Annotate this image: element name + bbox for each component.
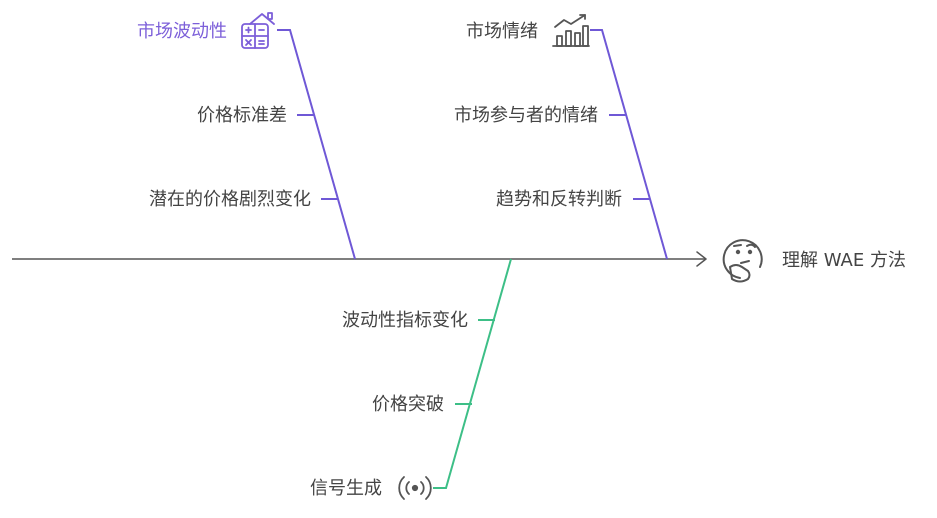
thinking-face-icon [722,239,763,283]
branch-line-volatility [277,29,356,260]
cause-label: 市场参与者的情绪 [454,105,598,126]
branch-line-sentiment [590,29,668,260]
branch-line-signals [433,258,512,489]
branch-title-sentiment: 市场情绪 [466,21,538,42]
branch-sentiment: 市场情绪 市场参与者的情绪 趋势和反转判断 [454,14,668,260]
bar-chart-trend-icon [552,14,590,47]
cause-label: 价格标准差 [197,105,287,126]
branch-signals: 波动性指标变化 价格突破 信号生成 [310,258,512,500]
cause-label: 趋势和反转判断 [496,189,622,210]
outcome-label: 理解 WAE 方法 [782,250,906,271]
cause-label: 价格突破 [372,394,444,415]
branch-volatility: 市场波动性 价格标准差 潜在的价格剧烈变化 [137,12,356,260]
cause-label: 波动性指标变化 [342,310,468,331]
broadcast-signal-icon [398,476,432,500]
branch-title-signals: 信号生成 [310,478,382,499]
spine-arrowhead [696,251,707,267]
branch-title-volatility: 市场波动性 [137,21,227,42]
cause-label: 潜在的价格剧烈变化 [149,189,311,210]
calculator-house-icon [241,12,275,49]
